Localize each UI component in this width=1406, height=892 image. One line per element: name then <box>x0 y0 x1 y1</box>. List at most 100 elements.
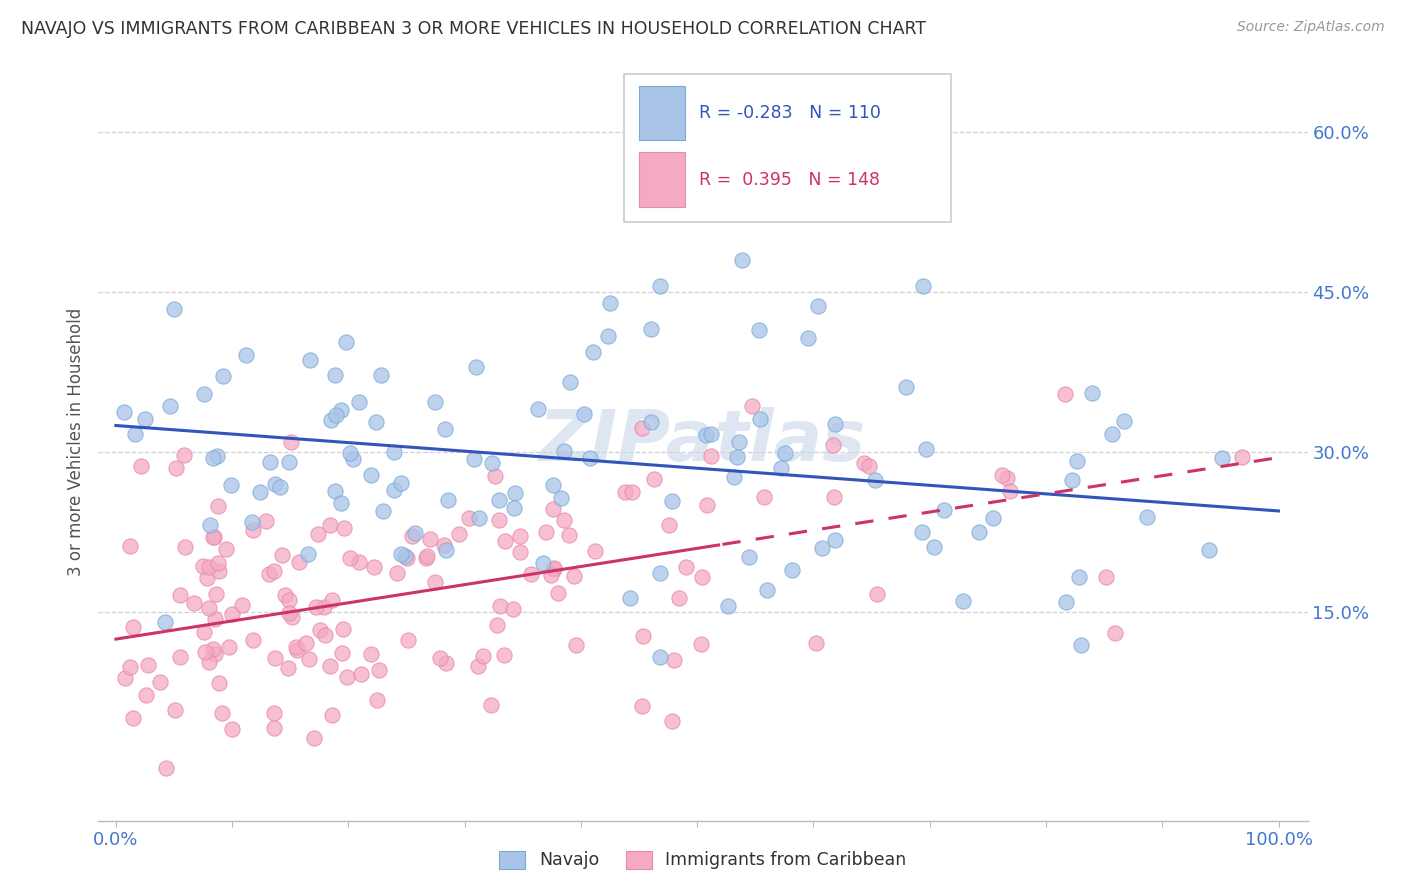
Point <box>231 598 253 612</box>
Point <box>423 395 446 409</box>
Point <box>336 670 359 684</box>
Point <box>321 708 343 723</box>
Point <box>824 417 846 431</box>
Point <box>754 490 776 504</box>
Point <box>565 638 588 652</box>
Point <box>271 548 294 562</box>
Point <box>307 527 329 541</box>
Point <box>1054 595 1077 609</box>
Point <box>114 671 136 685</box>
Text: R = -0.283   N = 110: R = -0.283 N = 110 <box>699 104 882 122</box>
Point <box>810 541 832 556</box>
Point <box>325 368 347 383</box>
Point <box>264 476 287 491</box>
Point <box>382 483 405 497</box>
Point <box>302 731 325 745</box>
Point <box>449 527 471 541</box>
Point <box>1081 386 1104 401</box>
Point <box>423 575 446 590</box>
Point <box>731 252 754 267</box>
Point <box>396 551 419 566</box>
Point <box>339 446 361 460</box>
Point <box>173 541 195 555</box>
Point <box>599 295 621 310</box>
Point <box>650 278 672 293</box>
Point <box>401 528 423 542</box>
Point <box>661 714 683 728</box>
Point <box>198 517 221 532</box>
Point <box>540 567 562 582</box>
Point <box>690 570 713 584</box>
Point <box>278 607 301 621</box>
Text: ZIPatlas: ZIPatlas <box>540 407 866 476</box>
Point <box>204 612 226 626</box>
Point <box>433 538 456 552</box>
Point <box>437 492 460 507</box>
Point <box>650 649 672 664</box>
Point <box>215 541 238 556</box>
Point <box>717 599 740 613</box>
Point <box>281 609 304 624</box>
Point <box>330 646 353 660</box>
Point <box>527 402 550 417</box>
Point <box>547 585 569 599</box>
Bar <box>638 86 685 140</box>
Point <box>728 434 751 449</box>
Point <box>305 600 328 615</box>
Point <box>135 689 157 703</box>
Point <box>543 562 565 576</box>
Point <box>863 473 886 487</box>
Point <box>221 607 243 621</box>
Point <box>463 452 485 467</box>
Point <box>640 415 662 429</box>
Point <box>619 591 641 605</box>
Point <box>700 450 723 464</box>
Point <box>648 566 671 580</box>
Point <box>204 647 226 661</box>
Point <box>129 458 152 473</box>
Point <box>329 403 352 417</box>
Point <box>553 514 575 528</box>
Point <box>285 643 308 657</box>
Point <box>700 427 723 442</box>
Point <box>668 591 690 605</box>
Point <box>335 335 357 350</box>
Point <box>995 471 1018 485</box>
Point <box>658 517 681 532</box>
Point <box>330 496 353 510</box>
Point <box>373 504 395 518</box>
Point <box>780 562 803 576</box>
Point <box>370 368 392 383</box>
Point <box>162 301 184 316</box>
Point <box>350 666 373 681</box>
Point <box>360 467 382 482</box>
Point <box>464 359 486 374</box>
Point <box>741 400 763 414</box>
Point <box>391 547 413 561</box>
Point <box>858 458 880 473</box>
Point <box>922 540 945 554</box>
Point <box>748 411 770 425</box>
Point <box>915 442 938 456</box>
Point <box>481 456 503 470</box>
Point <box>212 368 235 383</box>
Point <box>319 413 342 427</box>
Point <box>509 529 531 543</box>
Point <box>208 676 231 690</box>
Point <box>661 494 683 508</box>
Point <box>505 485 527 500</box>
Point <box>434 542 457 557</box>
Point <box>1112 413 1135 427</box>
Point <box>620 484 643 499</box>
Point <box>484 469 506 483</box>
Point <box>404 526 426 541</box>
Point <box>756 582 779 597</box>
Point <box>385 566 408 581</box>
Point <box>332 521 354 535</box>
Point <box>342 451 364 466</box>
Point <box>502 602 524 616</box>
Point <box>770 461 793 475</box>
Point <box>218 640 240 654</box>
Point <box>1230 450 1253 465</box>
Point <box>541 478 564 492</box>
